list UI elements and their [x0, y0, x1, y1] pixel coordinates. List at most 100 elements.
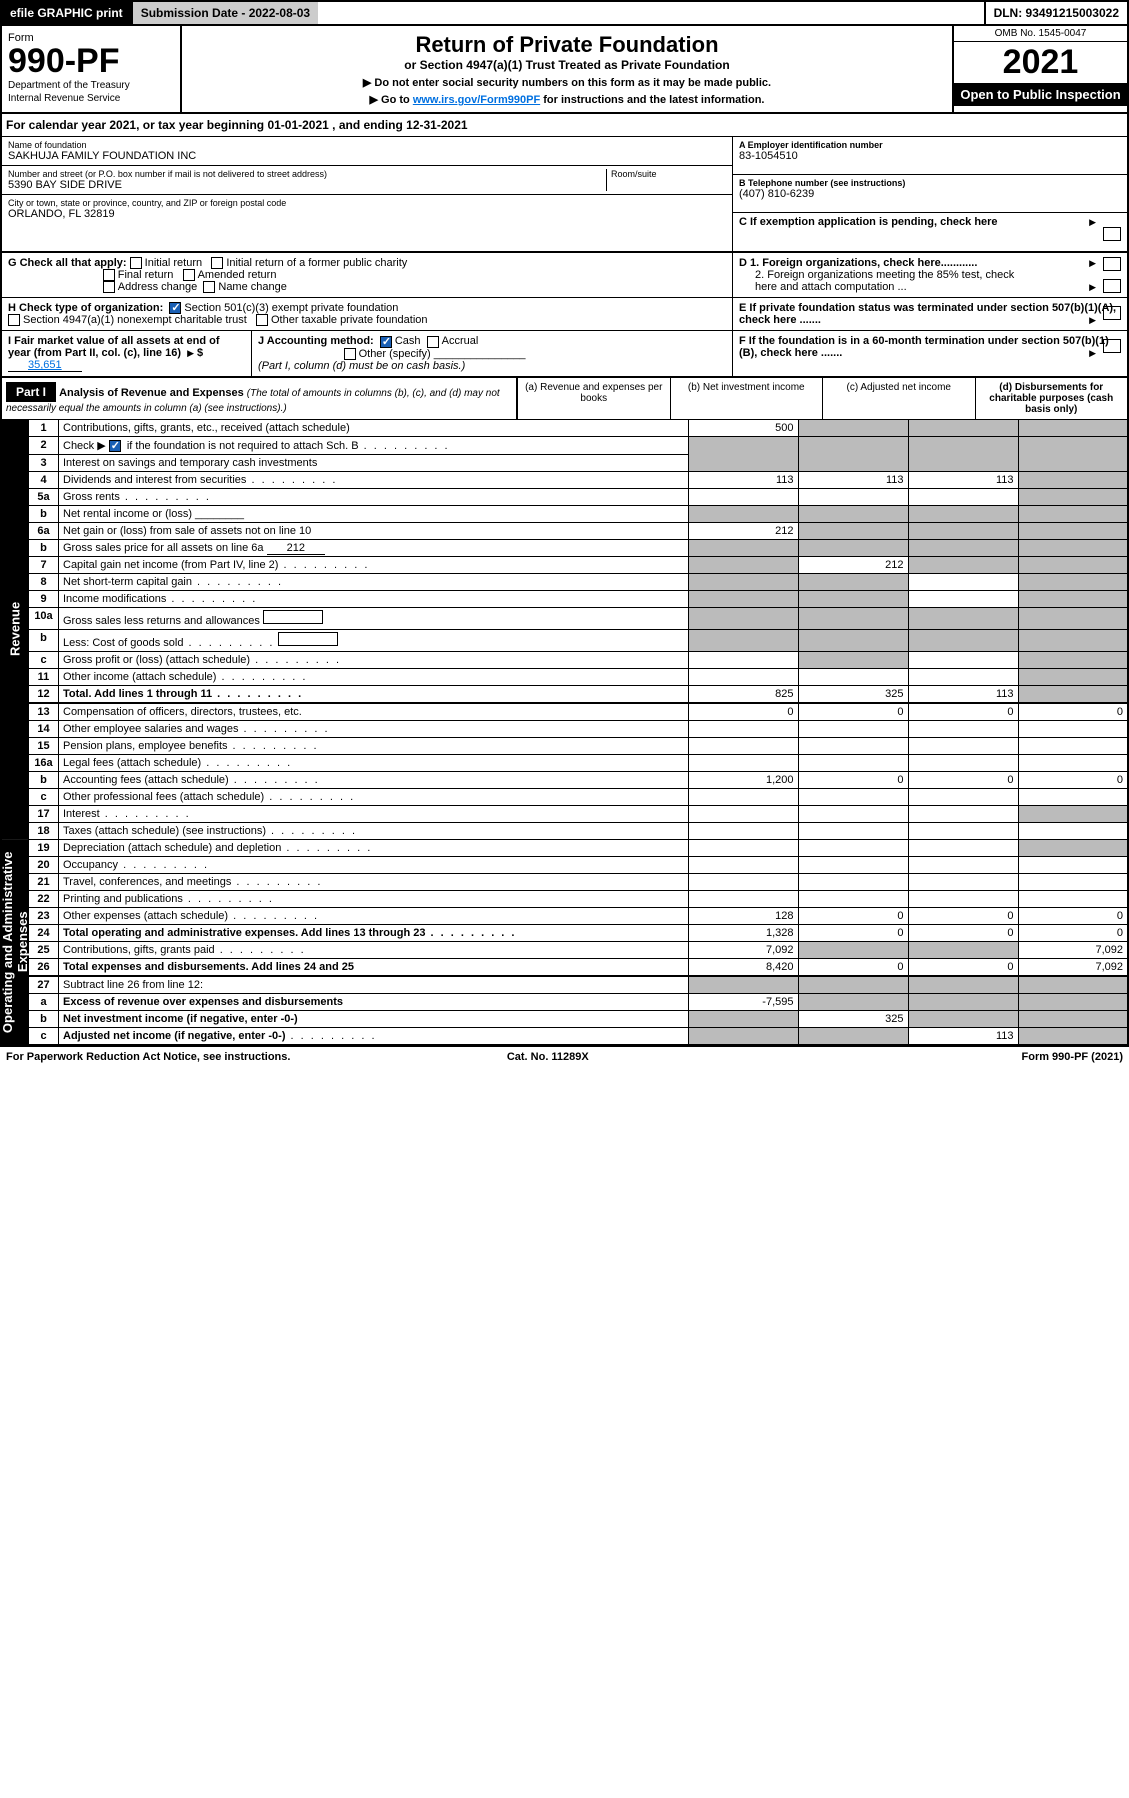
row-19: 19Depreciation (attach schedule) and dep…: [29, 839, 1129, 856]
checkbox-e[interactable]: [1103, 306, 1121, 320]
row-18: 18Taxes (attach schedule) (see instructi…: [29, 822, 1129, 839]
arrow-icon: [1086, 347, 1099, 359]
efile-label: efile GRAPHIC print: [2, 2, 131, 24]
arrow-icon: [184, 347, 197, 359]
footer: For Paperwork Reduction Act Notice, see …: [0, 1047, 1129, 1067]
row-15: 15Pension plans, employee benefits: [29, 737, 1129, 754]
footer-right: Form 990-PF (2021): [1022, 1051, 1123, 1063]
ein: 83-1054510: [739, 150, 1121, 162]
row-ijf: I Fair market value of all assets at end…: [0, 331, 1129, 375]
addr-label: Number and street (or P.O. box number if…: [8, 169, 606, 179]
j-label: J Accounting method:: [258, 335, 374, 347]
row-g-d: G Check all that apply: Initial return I…: [0, 253, 1129, 298]
row-13: 13Compensation of officers, directors, t…: [29, 703, 1129, 721]
row-16a: 16aLegal fees (attach schedule): [29, 754, 1129, 771]
g-label: G Check all that apply:: [8, 257, 127, 269]
submission-date: Submission Date - 2022-08-03: [131, 2, 318, 24]
row-2: 2Check ▶ if the foundation is not requir…: [29, 436, 1129, 454]
note-ssn: ▶ Do not enter social security numbers o…: [188, 76, 946, 89]
row-14: 14Other employee salaries and wages: [29, 720, 1129, 737]
checkbox-d1[interactable]: [1103, 257, 1121, 271]
row-27a: aExcess of revenue over expenses and dis…: [29, 993, 1129, 1010]
row-h-e: H Check type of organization: Section 50…: [0, 298, 1129, 331]
footer-left: For Paperwork Reduction Act Notice, see …: [6, 1051, 290, 1063]
checkbox-initial-former[interactable]: [211, 257, 223, 269]
top-bar: efile GRAPHIC print Submission Date - 20…: [0, 0, 1129, 26]
row-7: 7Capital gain net income (from Part IV, …: [29, 556, 1129, 573]
h-label: H Check type of organization:: [8, 302, 163, 314]
irs: Internal Revenue Service: [8, 93, 174, 104]
checkbox-other-method[interactable]: [344, 348, 356, 360]
revenue-sidebar: Revenue: [2, 419, 28, 839]
checkbox-accrual[interactable]: [427, 336, 439, 348]
checkbox-c[interactable]: [1103, 227, 1121, 241]
foundation-name: SAKHUJA FAMILY FOUNDATION INC: [8, 150, 726, 162]
row-10a: 10aGross sales less returns and allowanc…: [29, 607, 1129, 629]
col-b-header: (b) Net investment income: [670, 378, 823, 419]
row-23: 23Other expenses (attach schedule)128000: [29, 907, 1129, 924]
row-10c: cGross profit or (loss) (attach schedule…: [29, 651, 1129, 668]
part1-header: Part I Analysis of Revenue and Expenses …: [0, 376, 1129, 419]
row-1: 1Contributions, gifts, grants, etc., rec…: [29, 419, 1129, 436]
part1-title: Analysis of Revenue and Expenses: [59, 387, 244, 399]
row-12: 12Total. Add lines 1 through 11825325113: [29, 685, 1129, 703]
room-label: Room/suite: [611, 169, 726, 179]
arrow-icon: [1086, 216, 1099, 228]
telephone: (407) 810-6239: [739, 188, 1121, 200]
j-note: (Part I, column (d) must be on cash basi…: [258, 360, 465, 372]
checkbox-addr-change[interactable]: [103, 281, 115, 293]
arrow-icon: [1086, 257, 1099, 269]
row-27: 27Subtract line 26 from line 12:: [29, 976, 1129, 994]
checkbox-final[interactable]: [103, 269, 115, 281]
calendar-year: For calendar year 2021, or tax year begi…: [0, 114, 1129, 137]
row-6a: 6aNet gain or (loss) from sale of assets…: [29, 522, 1129, 539]
row-25: 25Contributions, gifts, grants paid7,092…: [29, 941, 1129, 958]
dln: DLN: 93491215003022: [984, 2, 1127, 24]
form-number: 990-PF: [8, 44, 174, 78]
arrow-icon: [1086, 281, 1099, 293]
open-inspection: Open to Public Inspection: [954, 83, 1127, 106]
title-sub: or Section 4947(a)(1) Trust Treated as P…: [188, 58, 946, 72]
checkbox-d2[interactable]: [1103, 279, 1121, 293]
col-a-header: (a) Revenue and expenses per books: [517, 378, 670, 419]
c-label: C If exemption application is pending, c…: [739, 216, 998, 228]
checkbox-name-change[interactable]: [203, 281, 215, 293]
row-16b: bAccounting fees (attach schedule)1,2000…: [29, 771, 1129, 788]
checkbox-schb[interactable]: [109, 440, 121, 452]
checkbox-4947[interactable]: [8, 314, 20, 326]
arrow-icon: [1086, 314, 1099, 326]
checkbox-other-taxable[interactable]: [256, 314, 268, 326]
expenses-sidebar: Operating and Administrative Expenses: [2, 839, 28, 1045]
row-9: 9Income modifications: [29, 590, 1129, 607]
checkbox-cash[interactable]: [380, 336, 392, 348]
dept: Department of the Treasury: [8, 80, 174, 91]
row-27b: bNet investment income (if negative, ent…: [29, 1010, 1129, 1027]
irs-link[interactable]: www.irs.gov/Form990PF: [413, 94, 540, 106]
title-main: Return of Private Foundation: [188, 32, 946, 58]
checkbox-initial[interactable]: [130, 257, 142, 269]
ein-label: A Employer identification number: [739, 140, 1121, 150]
row-26: 26Total expenses and disbursements. Add …: [29, 958, 1129, 976]
row-17: 17Interest: [29, 805, 1129, 822]
col-c-header: (c) Adjusted net income: [822, 378, 975, 419]
row-8: 8Net short-term capital gain: [29, 573, 1129, 590]
row-4: 4Dividends and interest from securities1…: [29, 471, 1129, 488]
row-11: 11Other income (attach schedule): [29, 668, 1129, 685]
row-10b: bLess: Cost of goods sold: [29, 629, 1129, 651]
identity-section: Name of foundation SAKHUJA FAMILY FOUNDA…: [0, 137, 1129, 253]
footer-mid: Cat. No. 11289X: [507, 1051, 589, 1063]
fmv-value[interactable]: 35,651: [8, 359, 82, 372]
checkbox-f[interactable]: [1103, 339, 1121, 353]
tax-year: 2021: [954, 42, 1127, 83]
tel-label: B Telephone number (see instructions): [739, 178, 1121, 188]
f-label: F If the foundation is in a 60-month ter…: [739, 335, 1109, 359]
title-box: Form 990-PF Department of the Treasury I…: [0, 26, 1129, 114]
main-grid: Revenue Operating and Administrative Exp…: [0, 419, 1129, 1047]
row-20: 20Occupancy: [29, 856, 1129, 873]
checkbox-501c3[interactable]: [169, 302, 181, 314]
part1-label: Part I: [6, 382, 56, 402]
d2-label: 2. Foreign organizations meeting the 85%…: [739, 269, 1039, 293]
d1-label: D 1. Foreign organizations, check here..…: [739, 257, 977, 269]
row-24: 24Total operating and administrative exp…: [29, 924, 1129, 941]
checkbox-amended[interactable]: [183, 269, 195, 281]
